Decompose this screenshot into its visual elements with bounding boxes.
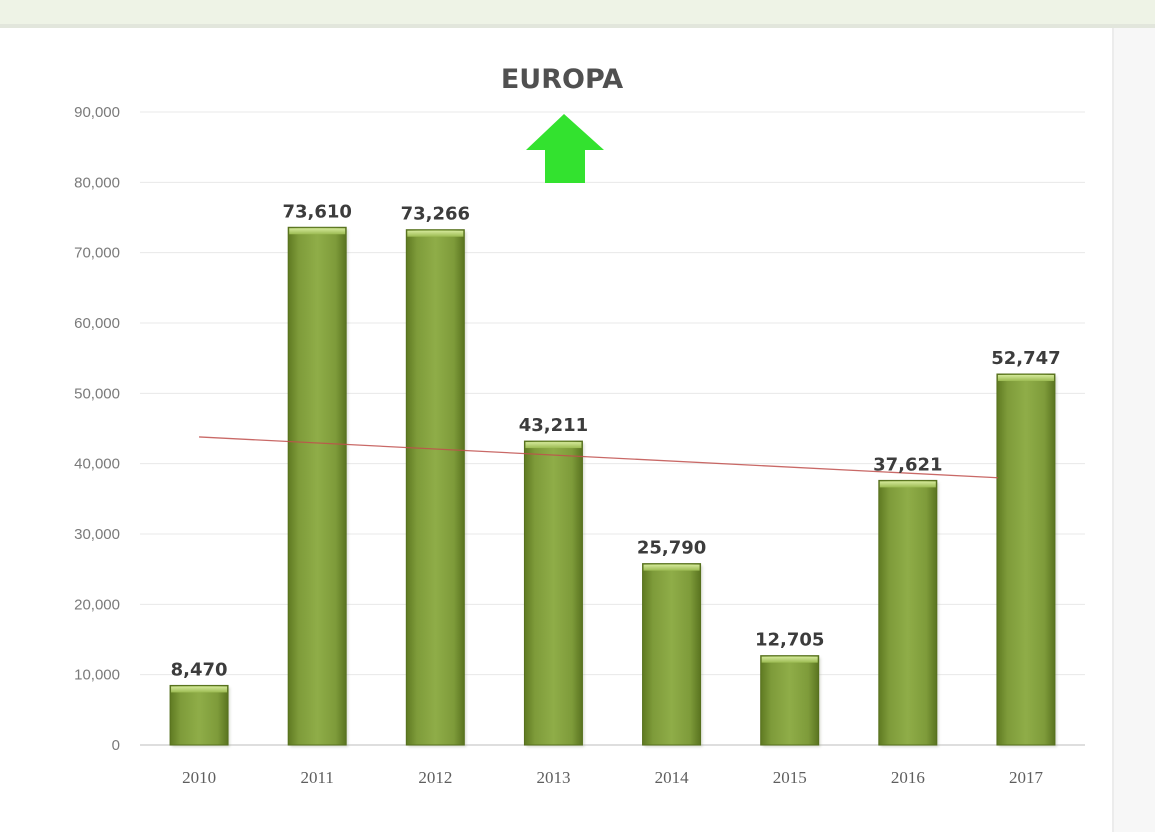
bar (523, 440, 585, 747)
y-tick-label: 10,000 (74, 667, 120, 684)
x-tick-label: 2013 (536, 768, 570, 787)
data-label: 12,705 (755, 630, 824, 651)
y-tick-label: 50,000 (74, 385, 120, 402)
y-tick-label: 40,000 (74, 456, 120, 473)
x-tick-label: 2015 (773, 768, 807, 787)
x-tick-label: 2011 (301, 768, 334, 787)
bar (760, 655, 821, 747)
data-label: 73,266 (401, 204, 470, 225)
y-tick-label: 70,000 (74, 245, 120, 262)
chart-title: EUROPA (501, 64, 623, 95)
top-strip (0, 0, 1155, 28)
x-tick-label: 2016 (891, 768, 925, 787)
bar (996, 373, 1057, 747)
x-tick-label: 2010 (182, 768, 216, 787)
trendline-group (199, 436, 998, 479)
bar (405, 229, 467, 747)
x-axis-tick-labels: 2010 2011 2012 2013 2014 2015 2016 2017 (182, 768, 1043, 787)
trendline (199, 436, 998, 479)
y-tick-label: 60,000 (74, 315, 120, 332)
bar (878, 479, 939, 747)
data-label: 37,621 (873, 454, 942, 475)
y-tick-label: 80,000 (74, 174, 120, 191)
data-labels: 8,470 73,610 73,266 43,211 25,790 12,705 37,62… (171, 201, 1061, 680)
data-label: 73,610 (282, 201, 351, 222)
y-tick-label: 20,000 (74, 596, 120, 613)
y-axis-tick-labels: 0 10,000 20,000 30,000 40,000 50,000 60,000 70,… (74, 104, 120, 754)
data-label: 8,470 (171, 659, 228, 680)
data-label: 25,790 (637, 538, 706, 559)
bar (642, 563, 703, 747)
right-panel-divider (1112, 28, 1114, 832)
right-panel-edge (1112, 28, 1155, 832)
y-tick-label: 30,000 (74, 526, 120, 543)
top-strip-edge (0, 24, 1155, 28)
y-tick-label: 90,000 (74, 104, 120, 121)
x-tick-label: 2014 (655, 768, 690, 787)
green-up-arrow-icon (526, 114, 604, 183)
x-tick-label: 2012 (418, 768, 452, 787)
bar (169, 684, 231, 747)
data-label: 43,211 (519, 415, 588, 436)
bars (169, 226, 1057, 747)
x-tick-label: 2017 (1009, 768, 1044, 787)
y-tick-label: 0 (112, 737, 120, 754)
data-label: 52,747 (991, 348, 1060, 369)
bar (287, 226, 349, 747)
